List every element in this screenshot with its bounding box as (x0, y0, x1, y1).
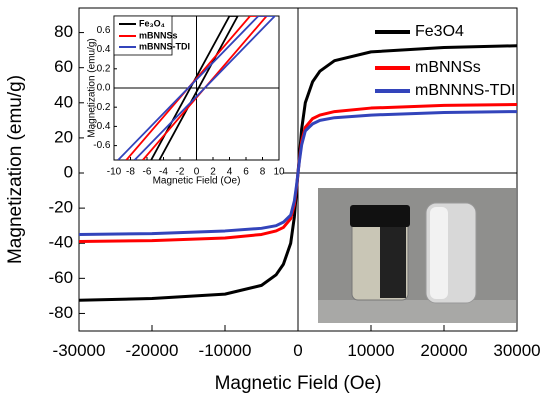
y-tick-label: 0.0 (97, 83, 111, 94)
x-tick-label: 2 (210, 167, 216, 178)
photo (318, 188, 516, 323)
y-tick-label: 0.4 (97, 44, 111, 55)
y-tick-label: 0.6 (97, 25, 111, 36)
legend-label: mBNNSs (415, 59, 481, 76)
y-tick-label: 60 (54, 57, 73, 76)
x-tick-label: -2 (176, 167, 185, 178)
y-tick-label: 0.2 (97, 63, 111, 74)
x-tick-label: 30000 (493, 341, 540, 360)
x-tick-label: -20000 (126, 341, 179, 360)
plot: -30000 -20000 -10000 0 10000 20000 30000-80-60… (5, 7, 541, 394)
x-tick-label: -6 (143, 167, 152, 178)
y-axis-title: Magnetization (emu/g) (87, 38, 98, 138)
x-tick-label: 0 (194, 167, 200, 178)
y-tick-label: 80 (54, 22, 73, 41)
y-tick-label: 0 (64, 162, 73, 181)
y-tick-label: -0.2 (93, 102, 111, 113)
series-line (150, 16, 239, 160)
series-line (79, 110, 517, 236)
y-tick-label: -20 (48, 198, 73, 217)
legend-label: Fe₃O₄ (139, 18, 165, 28)
plot: -10 -8 -6 -4 -2 0 2 4 6 8 10 -0.6 -0.4 -0.2 0.0 0.2 0.4 0… (87, 15, 285, 187)
legend-label: mBNNNS-TDI (415, 82, 515, 99)
x-tick-label: -10000 (199, 341, 252, 360)
y-tick-label: -80 (48, 303, 73, 322)
y-tick-label: 20 (54, 127, 73, 146)
x-tick-label: -10 (107, 167, 122, 178)
x-tick-label: 10000 (347, 341, 394, 360)
legend-label: mBNNS-TDI (139, 41, 190, 51)
y-tick-label: -40 (48, 233, 73, 252)
y-axis-title: Magnetization (emu/g) (5, 75, 26, 264)
x-tick-label: -4 (159, 167, 168, 178)
legend-label: mBNNSs (139, 30, 178, 40)
x-axis-title: Magnetic Field (Oe) (215, 373, 382, 394)
legend-label: Fe3O4 (415, 23, 464, 40)
x-tick-label: 8 (260, 167, 266, 178)
x-tick-label: 0 (293, 341, 302, 360)
y-tick-label: -0.6 (93, 140, 111, 151)
y-tick-label: 40 (54, 92, 73, 111)
y-tick-label: -0.4 (93, 121, 111, 132)
x-tick-label: 4 (227, 167, 233, 178)
x-tick-label: 10 (273, 167, 285, 178)
x-tick-label: -30000 (53, 341, 106, 360)
x-tick-label: -8 (126, 167, 135, 178)
x-tick-label: 6 (243, 167, 249, 178)
x-tick-label: 20000 (420, 341, 467, 360)
y-tick-label: -60 (48, 268, 73, 287)
x-axis-title: Magnetic Field (Oe) (153, 176, 241, 187)
series-line (117, 16, 276, 160)
